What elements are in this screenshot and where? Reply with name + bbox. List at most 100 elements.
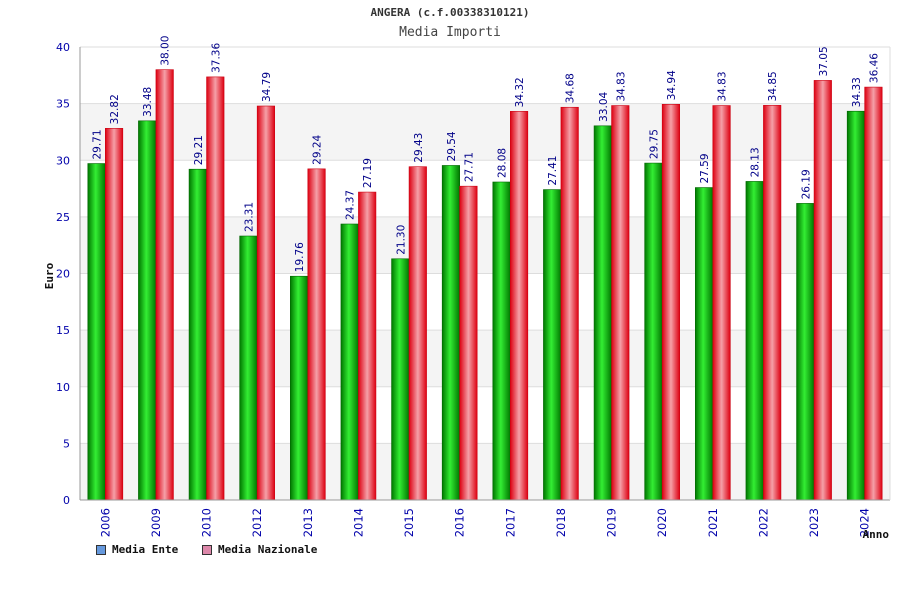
data-label: 37.36 bbox=[210, 43, 222, 73]
data-label: 34.33 bbox=[851, 77, 863, 107]
legend-item-ente: Media Ente bbox=[96, 543, 178, 556]
data-label: 28.08 bbox=[497, 148, 509, 178]
x-tick-label: 2012 bbox=[250, 508, 264, 537]
bar-nazionale bbox=[459, 185, 478, 501]
data-label: 27.59 bbox=[699, 153, 711, 183]
y-tick-label: 40 bbox=[56, 41, 70, 54]
data-label: 27.71 bbox=[463, 152, 475, 182]
y-tick-label: 10 bbox=[56, 381, 70, 394]
legend-swatch-nazionale bbox=[202, 544, 212, 555]
x-tick-label: 2024 bbox=[858, 508, 872, 537]
y-tick-label: 5 bbox=[63, 437, 70, 450]
data-label: 29.43 bbox=[413, 133, 425, 163]
y-tick-label: 15 bbox=[56, 324, 70, 337]
legend-item-nazionale: Media Nazionale bbox=[202, 543, 317, 556]
data-label: 27.41 bbox=[547, 156, 559, 186]
bar-nazionale bbox=[864, 86, 883, 501]
bar-nazionale bbox=[408, 166, 427, 501]
x-tick-label: 2015 bbox=[402, 508, 416, 537]
y-axis-label: Euro bbox=[43, 262, 56, 289]
bar-nazionale bbox=[358, 191, 377, 501]
x-tick-label: 2016 bbox=[453, 508, 467, 537]
bar-ente bbox=[87, 163, 106, 501]
data-label: 29.54 bbox=[446, 131, 458, 161]
tick-labels: 0 5 10 15 20 25 30 35 40 2006 2009 2010 2012 2013 2014… bbox=[56, 41, 872, 537]
data-label: 26.19 bbox=[800, 169, 812, 199]
data-label: 21.30 bbox=[395, 225, 407, 255]
bar-ente bbox=[340, 223, 359, 501]
bar-ente bbox=[745, 181, 764, 501]
legend-swatch-ente bbox=[96, 544, 106, 555]
y-tick-label: 25 bbox=[56, 211, 70, 224]
data-label: 23.31 bbox=[243, 202, 255, 232]
data-label: 29.24 bbox=[312, 134, 324, 164]
data-label: 27.19 bbox=[362, 158, 374, 188]
data-label: 34.79 bbox=[261, 72, 273, 102]
data-label: 29.75 bbox=[648, 129, 660, 159]
data-label: 34.32 bbox=[514, 77, 526, 107]
data-label: 34.94 bbox=[666, 70, 678, 100]
bar-nazionale bbox=[661, 104, 680, 501]
bar-ente bbox=[239, 235, 258, 501]
x-tick-label: 2006 bbox=[98, 508, 112, 537]
data-label: 36.46 bbox=[868, 53, 880, 83]
x-tick-label: 2010 bbox=[200, 508, 214, 537]
data-labels: 29.71 32.82 33.48 38.00 29.21 37.36 23.31 34.79… bbox=[92, 36, 881, 273]
bar-nazionale bbox=[307, 168, 326, 501]
bar-ente bbox=[593, 125, 612, 501]
data-label: 28.13 bbox=[750, 147, 762, 177]
bar-nazionale bbox=[813, 80, 832, 501]
bar-nazionale bbox=[712, 105, 731, 501]
bar-nazionale bbox=[155, 69, 174, 501]
bar-ente bbox=[188, 168, 207, 501]
data-label: 34.85 bbox=[767, 71, 779, 101]
bar-ente bbox=[846, 110, 865, 501]
data-label: 29.71 bbox=[92, 129, 104, 159]
data-label: 29.21 bbox=[193, 135, 205, 165]
bar-nazionale bbox=[763, 105, 782, 501]
bar-nazionale bbox=[510, 111, 529, 501]
bar-ente bbox=[441, 165, 460, 501]
y-tick-label: 30 bbox=[56, 154, 70, 167]
x-tick-label: 2020 bbox=[655, 508, 669, 537]
bar-ente bbox=[492, 181, 511, 501]
x-tick-label: 2021 bbox=[706, 508, 720, 537]
bar-ente bbox=[695, 187, 714, 501]
bar-nazionale bbox=[611, 105, 630, 501]
bar-nazionale bbox=[206, 76, 225, 501]
data-label: 37.05 bbox=[818, 46, 830, 76]
bar-ente bbox=[644, 162, 663, 501]
x-tick-label: 2018 bbox=[554, 508, 568, 537]
bar-ente bbox=[290, 275, 309, 501]
chart-title: ANGERA (c.f.00338310121) bbox=[370, 6, 530, 19]
data-label: 24.37 bbox=[345, 190, 357, 220]
data-label: 34.83 bbox=[717, 71, 729, 101]
bar-nazionale bbox=[105, 128, 124, 501]
data-label: 38.00 bbox=[160, 36, 172, 66]
data-label: 19.76 bbox=[294, 242, 306, 272]
bar-ente bbox=[391, 258, 410, 501]
data-label: 33.04 bbox=[598, 91, 610, 121]
data-label: 33.48 bbox=[142, 87, 154, 117]
y-tick-label: 35 bbox=[56, 98, 70, 111]
x-tick-label: 2009 bbox=[149, 508, 163, 537]
y-tick-label: 20 bbox=[56, 268, 70, 281]
data-label: 32.82 bbox=[109, 94, 121, 124]
bars bbox=[87, 69, 883, 501]
bar-nazionale bbox=[560, 106, 579, 501]
data-label: 34.83 bbox=[615, 71, 627, 101]
x-tick-label: 2014 bbox=[351, 508, 365, 537]
x-tick-label: 2013 bbox=[301, 508, 315, 537]
x-tick-label: 2023 bbox=[807, 508, 821, 537]
x-tick-label: 2022 bbox=[756, 508, 770, 537]
chart-subtitle: Media Importi bbox=[399, 25, 501, 40]
x-tick-label: 2019 bbox=[605, 508, 619, 537]
axes bbox=[79, 47, 891, 501]
bar-ente bbox=[796, 203, 815, 501]
bar-nazionale bbox=[256, 105, 275, 501]
bar-ente bbox=[138, 120, 157, 501]
data-label: 34.68 bbox=[565, 73, 577, 103]
x-axis-label: Anno bbox=[863, 528, 890, 541]
y-tick-label: 0 bbox=[63, 494, 70, 507]
